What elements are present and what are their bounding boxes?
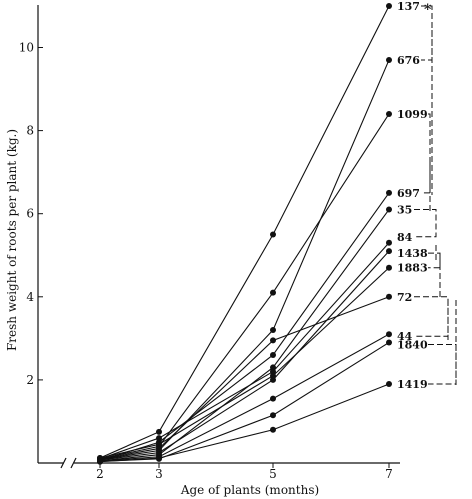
data-point [270, 426, 276, 433]
series-label-1099: 1099 [397, 108, 428, 121]
series-line-1099 [99, 113, 390, 460]
cluster-link [421, 113, 431, 194]
y-tick-label: 2 [26, 373, 34, 387]
series-line-72 [99, 296, 390, 460]
data-point [386, 248, 392, 255]
series-line-44 [99, 333, 390, 462]
series-label-72: 72 [397, 291, 412, 304]
data-point [386, 110, 392, 117]
cluster-trunk [429, 30, 457, 385]
cluster-link [414, 296, 449, 337]
data-point [270, 289, 276, 296]
data-point [156, 435, 162, 442]
series-line-1883 [99, 267, 390, 459]
cluster-dendrogram [414, 5, 457, 385]
data-point [386, 293, 392, 300]
data-point [270, 412, 276, 419]
series-line-35 [99, 209, 390, 462]
data-point [156, 455, 162, 462]
data-point [270, 231, 276, 238]
series-label-1438: 1438 [397, 247, 428, 260]
y-tick-label: 8 [26, 124, 34, 138]
data-point [156, 445, 162, 452]
series-line-137 [99, 5, 390, 459]
data-point [386, 2, 392, 9]
series-label-1840: 1840 [397, 339, 428, 352]
data-point [270, 364, 276, 371]
top-annotation: * [424, 2, 432, 18]
axis-break-mark [70, 457, 77, 469]
data-point [270, 368, 276, 375]
y-tick-label: 4 [26, 290, 34, 304]
axis-break-mark [60, 457, 67, 469]
data-point [386, 331, 392, 338]
data-point [270, 395, 276, 402]
cluster-link [428, 252, 441, 269]
x-tick-label: 2 [96, 467, 104, 481]
data-point [156, 449, 162, 456]
data-point [386, 239, 392, 246]
data-point [386, 189, 392, 196]
series-label-35: 35 [397, 204, 412, 217]
axes: 2 3 5 7 2 4 6 8 10 [19, 5, 400, 481]
series-label-84: 84 [397, 231, 413, 244]
series-label-1419: 1419 [397, 378, 428, 391]
data-point [386, 339, 392, 346]
x-axis-label: Age of plants (months) [180, 483, 319, 497]
x-tick-label: 5 [269, 467, 277, 481]
x-tick-label: 3 [155, 467, 163, 481]
data-point [270, 337, 276, 344]
series-line-1419 [99, 383, 390, 463]
data-point [156, 428, 162, 435]
data-point [386, 264, 392, 271]
series-label-44: 44 [397, 330, 413, 343]
y-axis-label: Fresh weight of roots per plant (kg.) [5, 129, 19, 351]
series-line-697 [99, 192, 390, 462]
series-label-1883: 1883 [397, 262, 428, 275]
y-tick-label: 6 [26, 207, 34, 221]
series-lines [99, 5, 390, 463]
data-points [97, 2, 392, 465]
data-point [270, 327, 276, 334]
series-line-84 [99, 242, 390, 460]
data-point [386, 381, 392, 388]
data-point [270, 372, 276, 379]
x-tick-label: 7 [385, 467, 393, 481]
cluster-link [428, 344, 457, 385]
series-line-1438 [99, 250, 390, 461]
data-point [386, 56, 392, 63]
cluster-link [414, 209, 437, 238]
data-point [156, 441, 162, 448]
series-label-697: 697 [397, 187, 420, 200]
data-point [270, 351, 276, 358]
series-label-676: 676 [397, 54, 420, 67]
y-tick-label: 10 [19, 41, 34, 55]
data-point [270, 376, 276, 383]
data-point [386, 206, 392, 213]
series-label-137: 137 [397, 0, 420, 13]
series-line-676 [99, 59, 390, 461]
data-point [97, 458, 103, 465]
